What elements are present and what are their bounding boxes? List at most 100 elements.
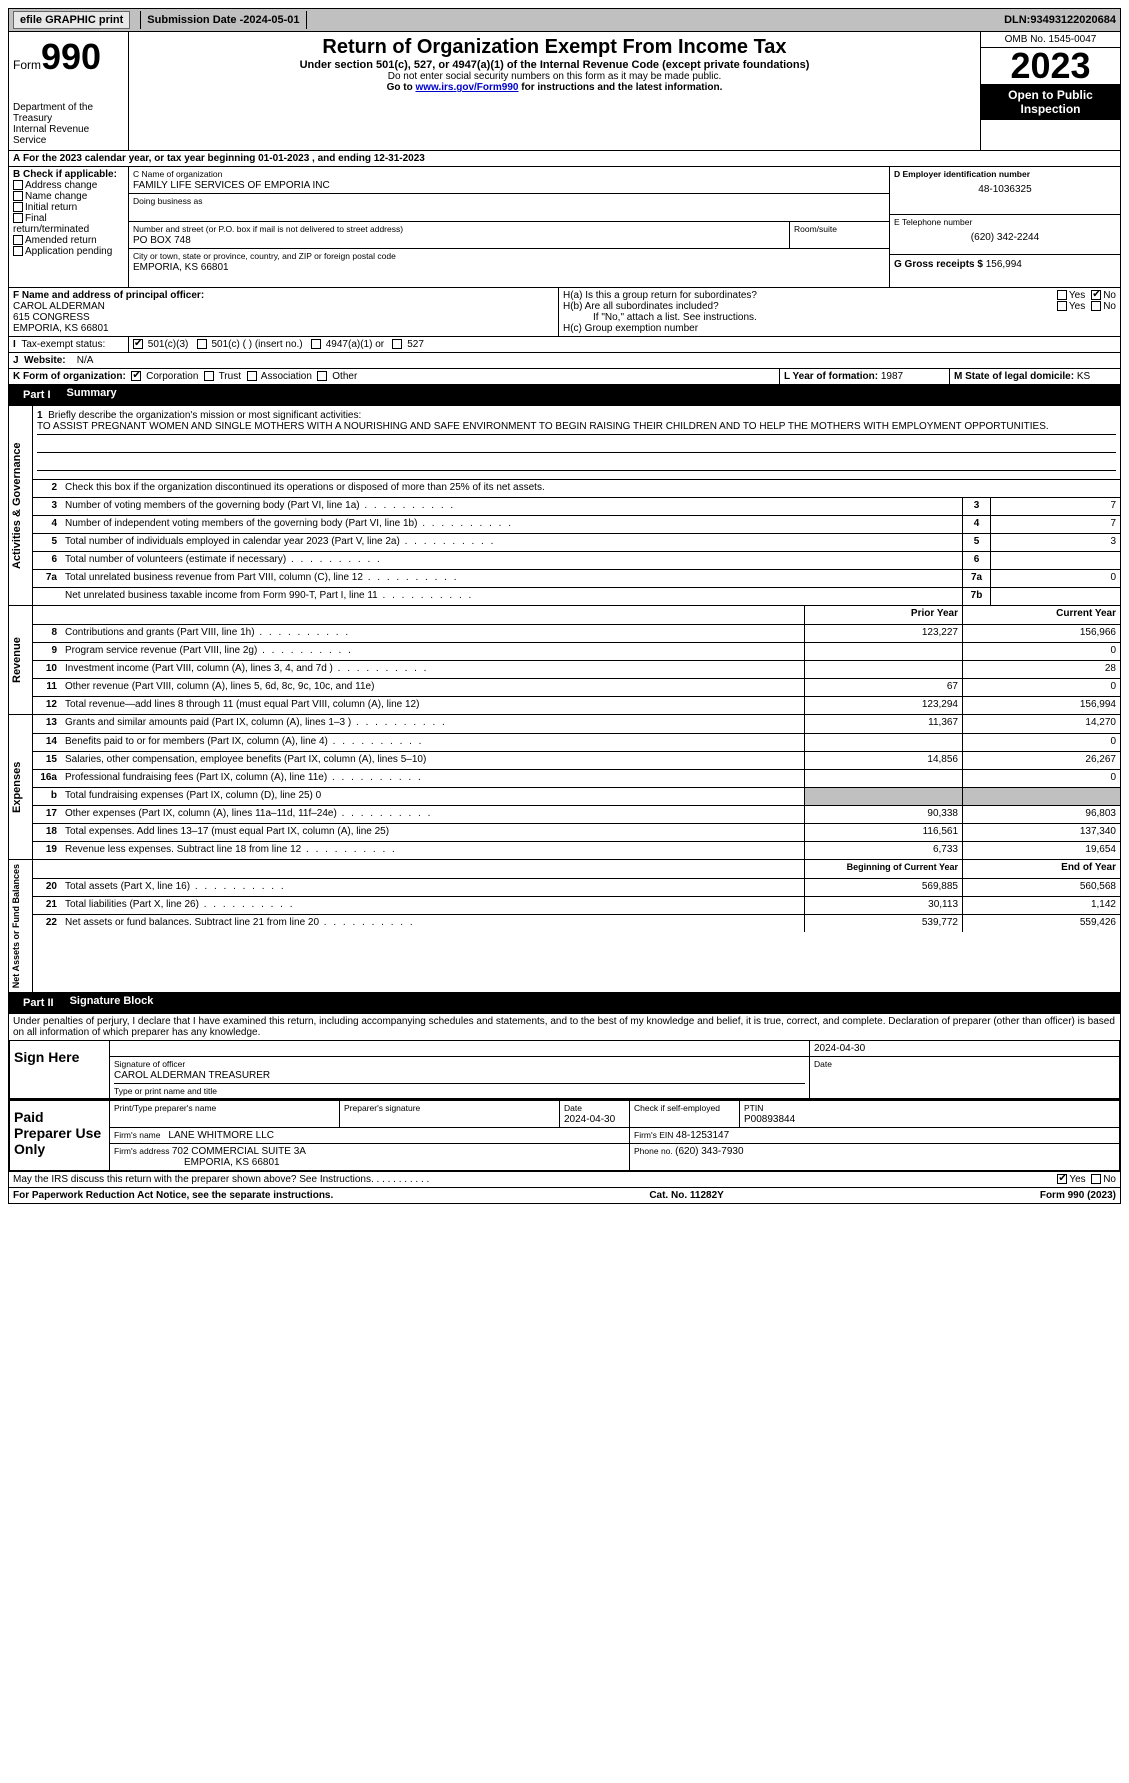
- prep-check-label: Check if self-employed: [634, 1103, 720, 1113]
- p17: 90,338: [804, 806, 962, 823]
- label-trust: Trust: [219, 371, 241, 382]
- p18: 116,561: [804, 824, 962, 841]
- city-value: EMPORIA, KS 66801: [133, 262, 229, 273]
- c17: 96,803: [962, 806, 1120, 823]
- officer-addr2: EMPORIA, KS 66801: [13, 323, 109, 334]
- v3: 7: [990, 498, 1120, 515]
- col-current: Current Year: [962, 606, 1120, 624]
- q2-text: Check this box if the organization disco…: [65, 482, 545, 493]
- preparer-block: Paid Preparer Use Only Print/Type prepar…: [8, 1100, 1121, 1172]
- ha-yes[interactable]: [1057, 290, 1067, 300]
- check-trust[interactable]: [204, 371, 214, 381]
- phone-label: E Telephone number: [894, 217, 972, 227]
- dln-label: DLN:: [1004, 14, 1030, 26]
- label-name-change: Name change: [25, 191, 87, 202]
- check-name-change[interactable]: [13, 191, 23, 201]
- c13: 14,270: [962, 715, 1120, 733]
- part1-header: Part I Summary: [8, 385, 1121, 406]
- sig-officer-label: Signature of officer: [114, 1059, 185, 1069]
- check-corp[interactable]: [131, 371, 141, 381]
- check-527[interactable]: [392, 339, 402, 349]
- tax-year: 2023: [981, 48, 1120, 84]
- label-address-change: Address change: [25, 180, 97, 191]
- p12: 123,294: [804, 697, 962, 714]
- row-klm: K Form of organization: Corporation Trus…: [8, 369, 1121, 385]
- c10: 28: [962, 661, 1120, 678]
- c20: 560,568: [962, 879, 1120, 896]
- officer-name: CAROL ALDERMAN: [13, 301, 105, 312]
- period-row: A For the 2023 calendar year, or tax yea…: [8, 151, 1121, 167]
- goto-pre: Go to: [387, 82, 416, 93]
- p13: 11,367: [804, 715, 962, 733]
- check-final-return[interactable]: [13, 213, 23, 223]
- penalties-text: Under penalties of perjury, I declare th…: [8, 1014, 1121, 1040]
- label-527: 527: [407, 339, 424, 350]
- ein-label: D Employer identification number: [894, 169, 1030, 179]
- submission-date: 2024-05-01: [243, 14, 299, 26]
- check-initial-return[interactable]: [13, 202, 23, 212]
- hb-yes[interactable]: [1057, 301, 1067, 311]
- discuss-row: May the IRS discuss this return with the…: [8, 1172, 1121, 1188]
- check-assoc[interactable]: [247, 371, 257, 381]
- ha-no[interactable]: [1091, 290, 1101, 300]
- topbar: efile GRAPHIC print Submission Date - 20…: [8, 8, 1121, 32]
- form-word: Form: [13, 58, 41, 72]
- label-501c3: 501(c)(3): [148, 339, 189, 350]
- firm-ein: 48-1253147: [676, 1130, 729, 1141]
- officer-label: F Name and address of principal officer:: [13, 290, 204, 301]
- p11: 67: [804, 679, 962, 696]
- prep-date: 2024-04-30: [564, 1114, 615, 1125]
- check-amended[interactable]: [13, 235, 23, 245]
- c9: 0: [962, 643, 1120, 660]
- v4: 7: [990, 516, 1120, 533]
- hb-no[interactable]: [1091, 301, 1101, 311]
- p21: 30,113: [804, 897, 962, 914]
- label-501c: 501(c) ( ) (insert no.): [211, 339, 302, 350]
- ptin-value: P00893844: [744, 1114, 795, 1125]
- check-4947[interactable]: [311, 339, 321, 349]
- footer: For Paperwork Reduction Act Notice, see …: [8, 1188, 1121, 1204]
- website-label: Website:: [24, 355, 66, 366]
- r16a: Professional fundraising fees (Part IX, …: [65, 772, 327, 783]
- officer-addr1: 615 CONGRESS: [13, 312, 90, 323]
- check-501c3[interactable]: [133, 339, 143, 349]
- firm-phone-label: Phone no.: [634, 1146, 675, 1156]
- q1-label: Briefly describe the organization's miss…: [48, 410, 361, 421]
- v5: 3: [990, 534, 1120, 551]
- form-header: Form990 Department of the Treasury Inter…: [8, 32, 1121, 151]
- boxb-title: B Check if applicable:: [13, 169, 117, 180]
- period-text-b: , and ending: [312, 153, 374, 164]
- q5-text: Total number of individuals employed in …: [65, 536, 400, 547]
- c12: 156,994: [962, 697, 1120, 714]
- check-501c[interactable]: [197, 339, 207, 349]
- r20: Total assets (Part X, line 16): [65, 881, 190, 892]
- efile-print-button[interactable]: efile GRAPHIC print: [13, 11, 130, 29]
- r13: Grants and similar amounts paid (Part IX…: [65, 717, 351, 728]
- ssn-note: Do not enter social security numbers on …: [133, 71, 976, 82]
- q4-text: Number of independent voting members of …: [65, 518, 417, 529]
- year-formation-label: L Year of formation:: [784, 371, 881, 382]
- discuss-yes[interactable]: [1057, 1174, 1067, 1184]
- check-app-pending[interactable]: [13, 246, 23, 256]
- check-other[interactable]: [317, 371, 327, 381]
- part1-tab: Part I: [15, 387, 59, 403]
- label-app-pending: Application pending: [25, 246, 112, 257]
- r15: Salaries, other compensation, employee b…: [65, 754, 426, 765]
- ha-yes-label: Yes: [1069, 290, 1085, 301]
- discuss-no[interactable]: [1091, 1174, 1101, 1184]
- r12: Total revenue—add lines 8 through 11 (mu…: [65, 699, 419, 710]
- check-address-change[interactable]: [13, 180, 23, 190]
- p15: 14,856: [804, 752, 962, 769]
- irs-link[interactable]: www.irs.gov/Form990: [415, 82, 518, 93]
- part1-title: Summary: [67, 387, 117, 403]
- domicile-label: M State of legal domicile:: [954, 371, 1077, 382]
- v7a: 0: [990, 570, 1120, 587]
- r14: Benefits paid to or for members (Part IX…: [65, 736, 328, 747]
- col-end: End of Year: [962, 860, 1120, 878]
- label-a: A: [13, 153, 20, 164]
- sign-date-label: Date: [814, 1059, 832, 1069]
- col-beg: Beginning of Current Year: [804, 860, 962, 878]
- open-public: Open to Public Inspection: [981, 84, 1120, 120]
- c16b-grey: [962, 788, 1120, 805]
- expenses-section: Expenses 13Grants and similar amounts pa…: [8, 715, 1121, 860]
